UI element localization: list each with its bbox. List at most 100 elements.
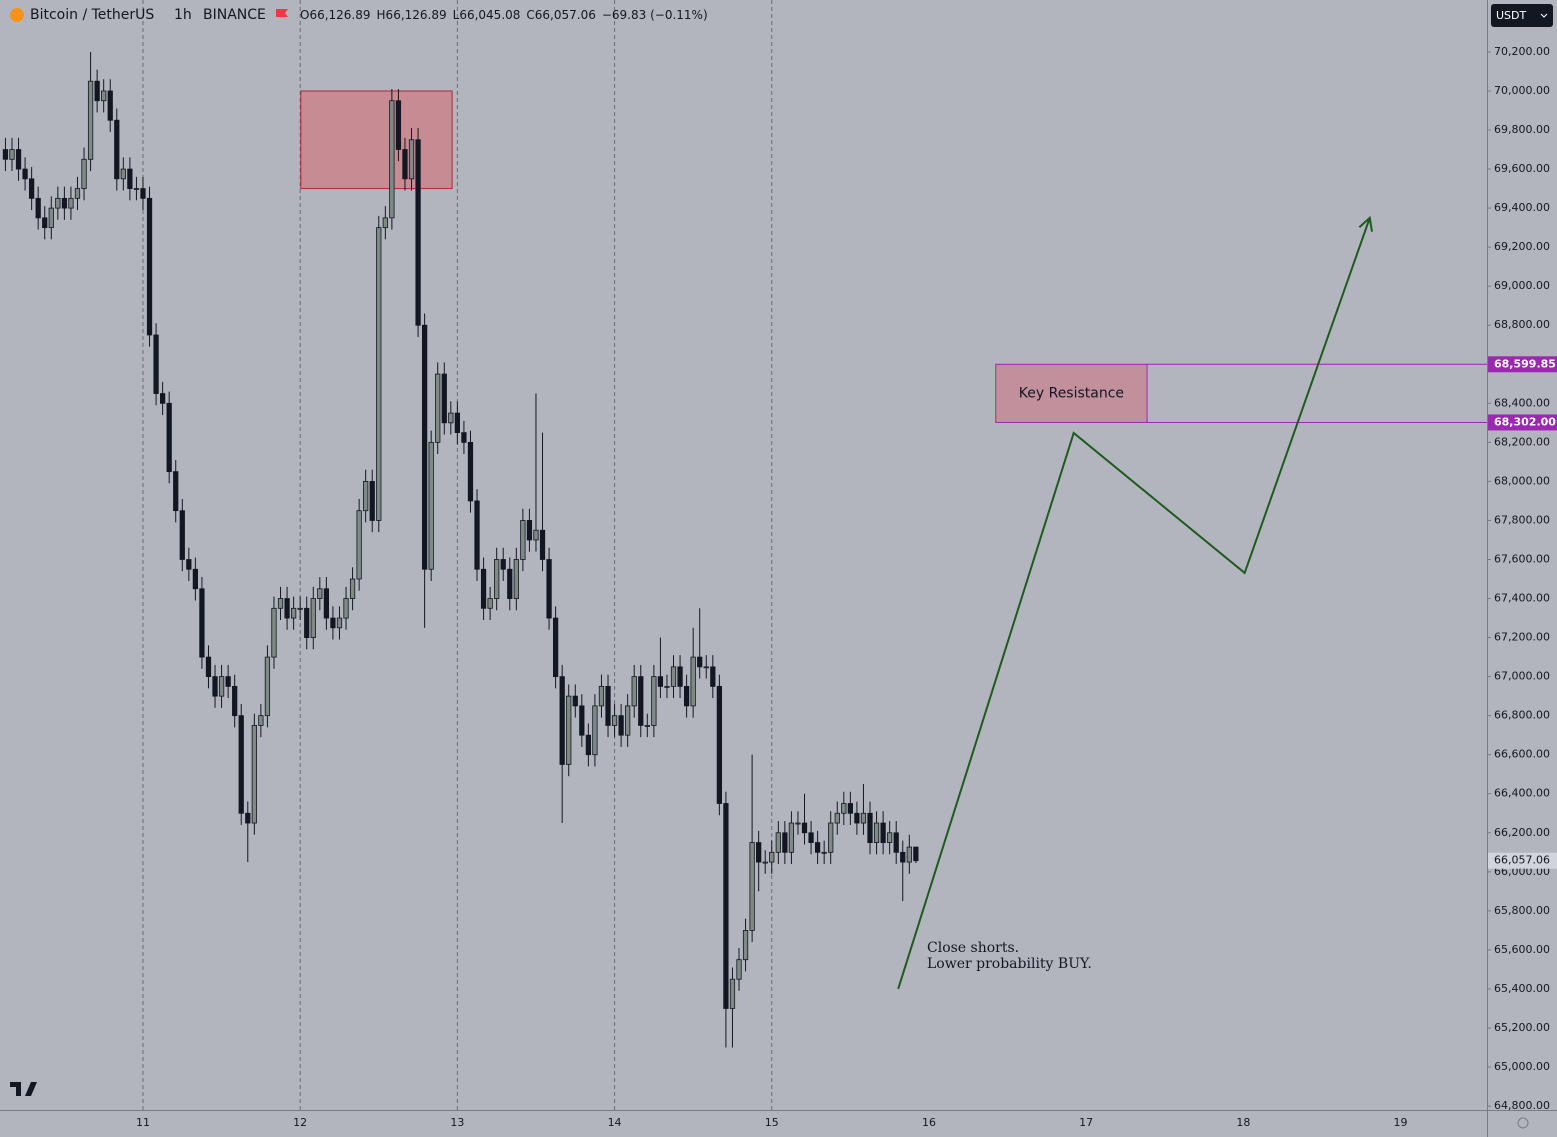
zone-label: Key Resistance — [1019, 385, 1124, 401]
candle-body — [854, 812, 860, 824]
candle-body — [788, 822, 795, 853]
symbol: Bitcoin / TetherUS — [30, 7, 154, 23]
candle-body — [638, 676, 644, 726]
candle-body — [585, 734, 591, 756]
x-tick-label: 13 — [450, 1116, 464, 1129]
y-tick-label: 70,200.00 — [1494, 45, 1550, 58]
y-tick-label: 67,200.00 — [1494, 631, 1550, 644]
candle-body — [631, 676, 637, 707]
y-tick-label: 67,400.00 — [1494, 592, 1550, 605]
y-tick-label: 66,800.00 — [1494, 709, 1550, 722]
candle-body — [310, 598, 316, 638]
candle-body — [500, 559, 506, 570]
x-tick-label: 15 — [765, 1116, 779, 1129]
candle-body — [192, 568, 199, 590]
candle-body — [101, 90, 107, 102]
y-tick-label: 65,800.00 — [1494, 904, 1550, 917]
candle-body — [756, 842, 762, 863]
candle-body — [15, 149, 22, 170]
y-tick-label: 66,200.00 — [1494, 826, 1550, 839]
candle-body — [48, 207, 54, 229]
currency-button[interactable] — [1491, 4, 1553, 27]
price-tag-label: 68,302.00 — [1494, 415, 1556, 428]
candle-body — [336, 617, 343, 629]
candle-body — [349, 578, 356, 599]
candle-body — [762, 861, 768, 864]
candle-body — [651, 676, 657, 726]
candle-body — [703, 666, 709, 669]
y-tick-label: 68,000.00 — [1494, 474, 1550, 487]
candle-body — [317, 588, 323, 599]
candle-body — [900, 851, 906, 863]
currency[interactable]: USDT — [1496, 9, 1527, 22]
candle-body — [61, 197, 68, 209]
price-tag-label: 68,599.85 — [1494, 357, 1556, 370]
last-price-tag — [1488, 852, 1557, 869]
candle-body — [87, 80, 94, 160]
candle-body — [376, 227, 382, 521]
candle-body — [461, 432, 467, 443]
candle-body — [782, 832, 788, 853]
settings-icon[interactable] — [1517, 1117, 1529, 1129]
resistance-zone — [995, 363, 1148, 423]
x-tick-label: 19 — [1394, 1116, 1408, 1129]
candle-body — [546, 559, 552, 619]
candle-body — [120, 168, 126, 180]
candle-body — [539, 529, 546, 560]
candle-body — [389, 100, 395, 219]
candle-body — [729, 978, 736, 1009]
candle-body — [847, 803, 853, 814]
candle-body — [114, 119, 120, 180]
candle-body — [887, 832, 893, 843]
y-tick-label: 65,000.00 — [1494, 1060, 1550, 1073]
legend-item: O66,126.89 — [300, 8, 371, 22]
y-tick-label: 70,000.00 — [1494, 84, 1550, 97]
candle-body — [225, 676, 231, 687]
candle-body — [880, 822, 886, 843]
y-tick-label: 64,800.00 — [1494, 1099, 1550, 1112]
price-tag — [1488, 356, 1557, 373]
flag-icon — [276, 9, 288, 17]
candle-body — [323, 588, 330, 619]
y-tick-label: 69,800.00 — [1494, 123, 1550, 136]
candle-body — [841, 803, 847, 814]
candle-body — [533, 529, 539, 541]
candle-body — [291, 607, 297, 619]
candle-body — [828, 822, 834, 853]
candle-body — [153, 334, 159, 394]
ohlc-legend: O66,126.89 H66,126.89 L66,045.08 C66,057.06… — [300, 8, 708, 22]
candle-body — [264, 656, 271, 717]
legend-item: H66,126.89 — [377, 8, 447, 22]
candle-body — [22, 168, 28, 180]
candle-body — [906, 846, 912, 863]
candle-body — [677, 666, 683, 687]
candle-body — [795, 822, 801, 825]
y-tick-label: 68,200.00 — [1494, 435, 1550, 448]
candle-body — [205, 656, 212, 678]
candle-body — [166, 402, 172, 473]
y-tick-label: 67,600.00 — [1494, 552, 1550, 565]
candle-body — [801, 822, 808, 834]
candle-body — [94, 80, 100, 102]
y-tick-label: 66,400.00 — [1494, 787, 1550, 800]
candle-body — [68, 197, 74, 209]
candle-body — [232, 685, 238, 717]
candle-body — [146, 197, 153, 336]
candle-body — [9, 149, 15, 160]
x-tick-label: 14 — [608, 1116, 622, 1129]
candle-body — [513, 559, 519, 599]
legend-item: L66,045.08 — [453, 8, 521, 22]
tv-logo — [10, 1082, 37, 1096]
candle-body — [218, 676, 225, 697]
candle-body — [212, 676, 218, 697]
candle-body — [605, 685, 611, 726]
y-tick-label: 66,600.00 — [1494, 748, 1550, 761]
candle-body — [271, 607, 277, 658]
candle-body — [133, 188, 140, 190]
candle-body — [893, 832, 899, 853]
candle-body — [664, 685, 670, 688]
candle-body — [277, 598, 284, 609]
x-tick-label: 16 — [922, 1116, 936, 1129]
candle-body — [526, 520, 533, 541]
